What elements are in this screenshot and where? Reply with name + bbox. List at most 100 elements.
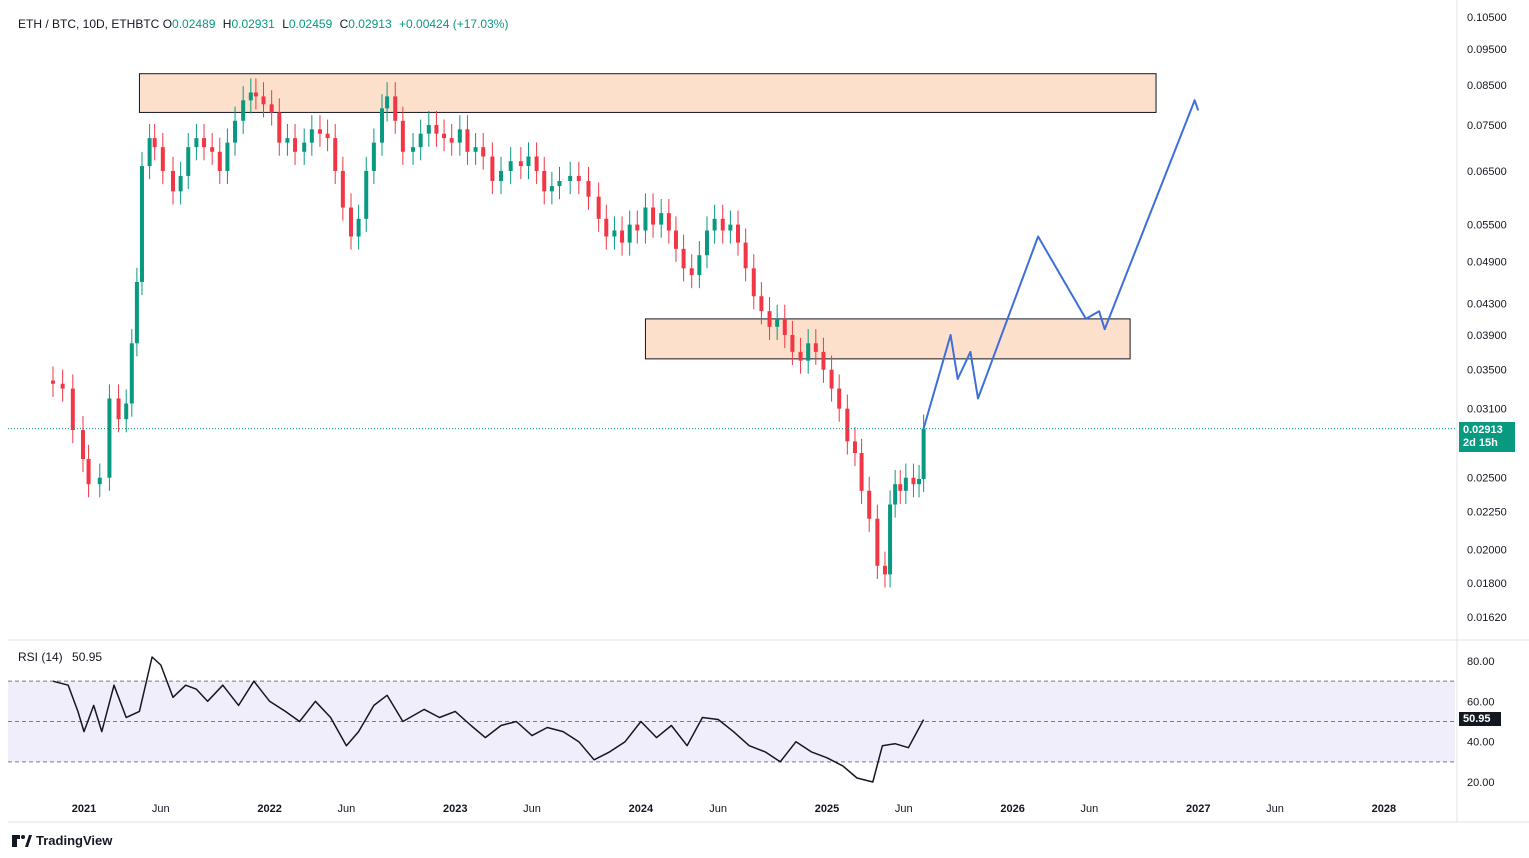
candle-body (604, 218, 609, 237)
rsi-tick-label: 40.00 (1467, 737, 1495, 749)
candle-body (333, 138, 338, 171)
time-tick-label: 2025 (815, 803, 839, 815)
candle-body (643, 207, 648, 231)
candle-body (139, 166, 144, 282)
candle-body (596, 196, 601, 219)
candle-body (898, 484, 903, 491)
candle-body (697, 255, 702, 276)
candle-body (253, 92, 258, 97)
candle-body (704, 230, 709, 256)
candle-body (852, 441, 857, 454)
candle-body (285, 138, 290, 143)
chart-header: ETH / BTC, 10D, ETHBTC O0.02489 H0.02931… (18, 17, 512, 31)
candle-body (837, 388, 842, 409)
low-value: 0.02459 (288, 17, 333, 31)
candle-body (116, 398, 121, 420)
candle-body (302, 142, 307, 152)
candle-body (712, 218, 717, 231)
close-label: C (339, 17, 349, 31)
candle-body (434, 125, 439, 134)
candle-body (317, 129, 322, 134)
candle-body (241, 100, 246, 121)
candle-body (449, 138, 454, 143)
candle-body (400, 120, 405, 152)
price-tick-label: 0.02000 (1467, 544, 1507, 556)
candle-body (147, 138, 152, 167)
rsi-tick-label: 60.00 (1467, 696, 1495, 708)
time-tick-label: 2021 (72, 803, 96, 815)
candle-body (225, 142, 230, 171)
support-zone (644, 318, 1131, 360)
candle-body (681, 248, 686, 269)
time-tick-label: 2024 (629, 803, 654, 815)
candle-body (651, 207, 656, 225)
candle-body (508, 161, 513, 171)
time-tick-label: Jun (709, 803, 727, 815)
candle-body (348, 207, 353, 237)
candle-body (490, 156, 495, 181)
candle-body (666, 213, 671, 231)
tradingview-logo[interactable]: TradingView (12, 833, 112, 848)
low-label: L (282, 17, 289, 31)
candle-body (549, 186, 554, 192)
bar-countdown: 2d 15h (1463, 436, 1498, 449)
candle-body (293, 138, 298, 152)
candle-body (720, 218, 725, 231)
candle-body (775, 318, 780, 327)
candle-body (210, 147, 215, 152)
candle-body (568, 175, 573, 181)
open-label: O (162, 17, 173, 31)
candle-body (875, 518, 880, 566)
candle-body (736, 224, 741, 243)
candle-body (202, 138, 207, 148)
candle-body (798, 351, 803, 361)
tradingview-icon (12, 834, 32, 847)
candle-body (911, 477, 916, 485)
candle-body (917, 479, 922, 485)
candle-body (152, 138, 157, 148)
candle-body (859, 453, 864, 491)
rsi-header-value: 50.95 (72, 650, 103, 664)
candle-body (186, 147, 191, 176)
time-tick-label: 2026 (1000, 803, 1024, 815)
candle-body (635, 224, 640, 231)
price-tick-label: 0.04300 (1467, 299, 1507, 311)
candle-body (743, 242, 748, 269)
candle-body (309, 129, 314, 143)
candle-body (233, 120, 238, 143)
price-tick-label: 0.07500 (1467, 120, 1507, 132)
candle-body (751, 268, 756, 297)
open-value: 0.02489 (172, 17, 216, 31)
rsi-line (52, 656, 925, 783)
candle-body (518, 161, 523, 167)
price-tick-label: 0.08500 (1467, 80, 1507, 92)
price-tick-label: 0.02500 (1467, 473, 1507, 485)
time-tick-label: Jun (152, 803, 170, 815)
candle-body (586, 180, 591, 197)
candle-body (385, 96, 390, 109)
price-tick-label: 0.06500 (1467, 166, 1507, 178)
brand-name: TradingView (36, 833, 113, 848)
candle-body (380, 108, 385, 143)
price-tick-label: 0.02250 (1467, 507, 1507, 519)
candle-body (782, 318, 787, 335)
time-tick-label: 2022 (257, 803, 281, 815)
candle-body (867, 490, 872, 519)
candle-body (499, 170, 504, 181)
candle-body (364, 170, 369, 219)
candle-body (882, 565, 887, 575)
candle-body (465, 129, 470, 152)
price-tick-label: 0.04900 (1467, 257, 1507, 269)
candle-body (277, 112, 282, 143)
price-tick-label: 0.10500 (1467, 12, 1507, 24)
candle-body (178, 175, 183, 192)
candle-body (534, 156, 539, 171)
rsi-header: RSI (14) 50.95 (18, 650, 108, 664)
candle-body (134, 281, 139, 344)
price-tick-label: 0.03900 (1467, 330, 1507, 342)
candle-body (60, 383, 65, 389)
rsi-tick-label: 80.00 (1467, 656, 1495, 668)
time-tick-label: Jun (1266, 803, 1284, 815)
